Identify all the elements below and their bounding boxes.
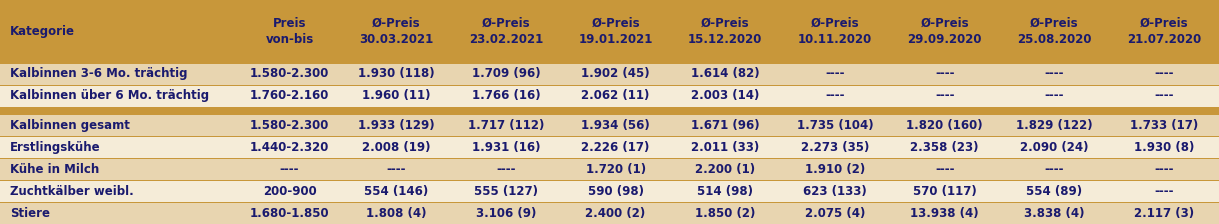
Text: 1.934 (56): 1.934 (56) (581, 119, 650, 132)
Text: 1.614 (82): 1.614 (82) (691, 67, 759, 80)
Text: 1.931 (16): 1.931 (16) (472, 141, 540, 154)
Text: ----: ---- (1045, 163, 1064, 176)
Bar (0, 180, 1219, 181)
Text: 1.733 (17): 1.733 (17) (1130, 119, 1198, 132)
Text: 1.671 (96): 1.671 (96) (691, 119, 759, 132)
Text: 2.090 (24): 2.090 (24) (1020, 141, 1089, 154)
Text: 1.717 (112): 1.717 (112) (468, 119, 544, 132)
Text: Kühe in Milch: Kühe in Milch (10, 163, 99, 176)
Text: 1.709 (96): 1.709 (96) (472, 67, 540, 80)
Text: 2.011 (33): 2.011 (33) (691, 141, 759, 154)
Text: Kalbinnen gesamt: Kalbinnen gesamt (10, 119, 129, 132)
Bar (0, 63, 1219, 85)
Bar (0, 202, 1219, 203)
Text: ----: ---- (935, 89, 954, 102)
Text: 1.930 (8): 1.930 (8) (1134, 141, 1195, 154)
Text: ----: ---- (1045, 67, 1064, 80)
Text: 1.440-2.320: 1.440-2.320 (250, 141, 329, 154)
Text: 1.766 (16): 1.766 (16) (472, 89, 540, 102)
Text: 1.720 (1): 1.720 (1) (585, 163, 646, 176)
Text: 570 (117): 570 (117) (913, 185, 976, 198)
Text: 1.829 (122): 1.829 (122) (1017, 119, 1092, 132)
Text: ----: ---- (1154, 89, 1174, 102)
Text: Ø-Preis
29.09.2020: Ø-Preis 29.09.2020 (907, 17, 983, 46)
Bar (0, 114, 1219, 115)
Text: Ø-Preis
23.02.2021: Ø-Preis 23.02.2021 (469, 17, 542, 46)
Text: 1.820 (160): 1.820 (160) (907, 119, 983, 132)
Bar (0, 114, 1219, 136)
Bar (0, 158, 1219, 159)
Text: 1.910 (2): 1.910 (2) (805, 163, 865, 176)
Text: 1.580-2.300: 1.580-2.300 (250, 119, 329, 132)
Text: Kalbinnen 3-6 Mo. trächtig: Kalbinnen 3-6 Mo. trächtig (10, 67, 188, 80)
Text: Ø-Preis
25.08.2020: Ø-Preis 25.08.2020 (1017, 17, 1092, 46)
Bar (0, 107, 1219, 114)
Text: ----: ---- (1045, 89, 1064, 102)
Text: Ø-Preis
30.03.2021: Ø-Preis 30.03.2021 (360, 17, 433, 46)
Text: ----: ---- (386, 163, 406, 176)
Text: 2.200 (1): 2.200 (1) (695, 163, 756, 176)
Text: 2.358 (23): 2.358 (23) (911, 141, 979, 154)
Bar (0, 136, 1219, 158)
Text: ----: ---- (825, 89, 845, 102)
Text: 3.838 (4): 3.838 (4) (1024, 207, 1085, 220)
Bar (0, 136, 1219, 137)
Text: 1.680-1.850: 1.680-1.850 (250, 207, 329, 220)
Text: 554 (146): 554 (146) (364, 185, 428, 198)
Text: ----: ---- (280, 163, 299, 176)
Text: 590 (98): 590 (98) (588, 185, 644, 198)
Bar (0, 85, 1219, 107)
Text: Erstlingskühe: Erstlingskühe (10, 141, 100, 154)
Text: 2.226 (17): 2.226 (17) (581, 141, 650, 154)
Text: ----: ---- (1154, 185, 1174, 198)
Text: 1.850 (2): 1.850 (2) (695, 207, 756, 220)
Bar (0, 180, 1219, 202)
Text: 2.062 (11): 2.062 (11) (581, 89, 650, 102)
Text: 623 (133): 623 (133) (803, 185, 867, 198)
Text: Kalbinnen über 6 Mo. trächtig: Kalbinnen über 6 Mo. trächtig (10, 89, 208, 102)
Text: 1.930 (118): 1.930 (118) (358, 67, 434, 80)
Text: 200-900: 200-900 (262, 185, 317, 198)
Bar (0, 158, 1219, 180)
Text: ----: ---- (935, 67, 954, 80)
Text: ----: ---- (1154, 67, 1174, 80)
Bar (0, 107, 1219, 108)
Text: ----: ---- (1154, 163, 1174, 176)
Text: Ø-Preis
19.01.2021: Ø-Preis 19.01.2021 (578, 17, 653, 46)
Text: ----: ---- (825, 67, 845, 80)
Text: ----: ---- (935, 163, 954, 176)
Text: 2.008 (19): 2.008 (19) (362, 141, 430, 154)
Text: 2.003 (14): 2.003 (14) (691, 89, 759, 102)
Bar (0, 0, 1219, 63)
Text: 13.938 (4): 13.938 (4) (911, 207, 979, 220)
Text: 1.902 (45): 1.902 (45) (581, 67, 650, 80)
Text: 3.106 (9): 3.106 (9) (475, 207, 536, 220)
Text: 1.808 (4): 1.808 (4) (366, 207, 427, 220)
Text: 554 (89): 554 (89) (1026, 185, 1082, 198)
Text: Ø-Preis
15.12.2020: Ø-Preis 15.12.2020 (688, 17, 763, 46)
Text: Preis
von-bis: Preis von-bis (266, 17, 313, 46)
Text: Kategorie: Kategorie (10, 25, 74, 38)
Text: Stiere: Stiere (10, 207, 50, 220)
Text: Ø-Preis
21.07.2020: Ø-Preis 21.07.2020 (1128, 17, 1201, 46)
Text: 2.400 (2): 2.400 (2) (585, 207, 646, 220)
Text: 1.760-2.160: 1.760-2.160 (250, 89, 329, 102)
Text: ----: ---- (496, 163, 516, 176)
Text: 1.735 (104): 1.735 (104) (797, 119, 873, 132)
Bar (0, 85, 1219, 86)
Text: 1.933 (129): 1.933 (129) (358, 119, 434, 132)
Text: 1.960 (11): 1.960 (11) (362, 89, 430, 102)
Text: 2.273 (35): 2.273 (35) (801, 141, 869, 154)
Bar (0, 63, 1219, 64)
Text: 514 (98): 514 (98) (697, 185, 753, 198)
Text: Ø-Preis
10.11.2020: Ø-Preis 10.11.2020 (798, 17, 872, 46)
Text: 1.580-2.300: 1.580-2.300 (250, 67, 329, 80)
Text: 2.117 (3): 2.117 (3) (1134, 207, 1195, 220)
Bar (0, 202, 1219, 224)
Text: 555 (127): 555 (127) (474, 185, 538, 198)
Text: Zuchtkälber weibl.: Zuchtkälber weibl. (10, 185, 134, 198)
Text: 2.075 (4): 2.075 (4) (805, 207, 865, 220)
